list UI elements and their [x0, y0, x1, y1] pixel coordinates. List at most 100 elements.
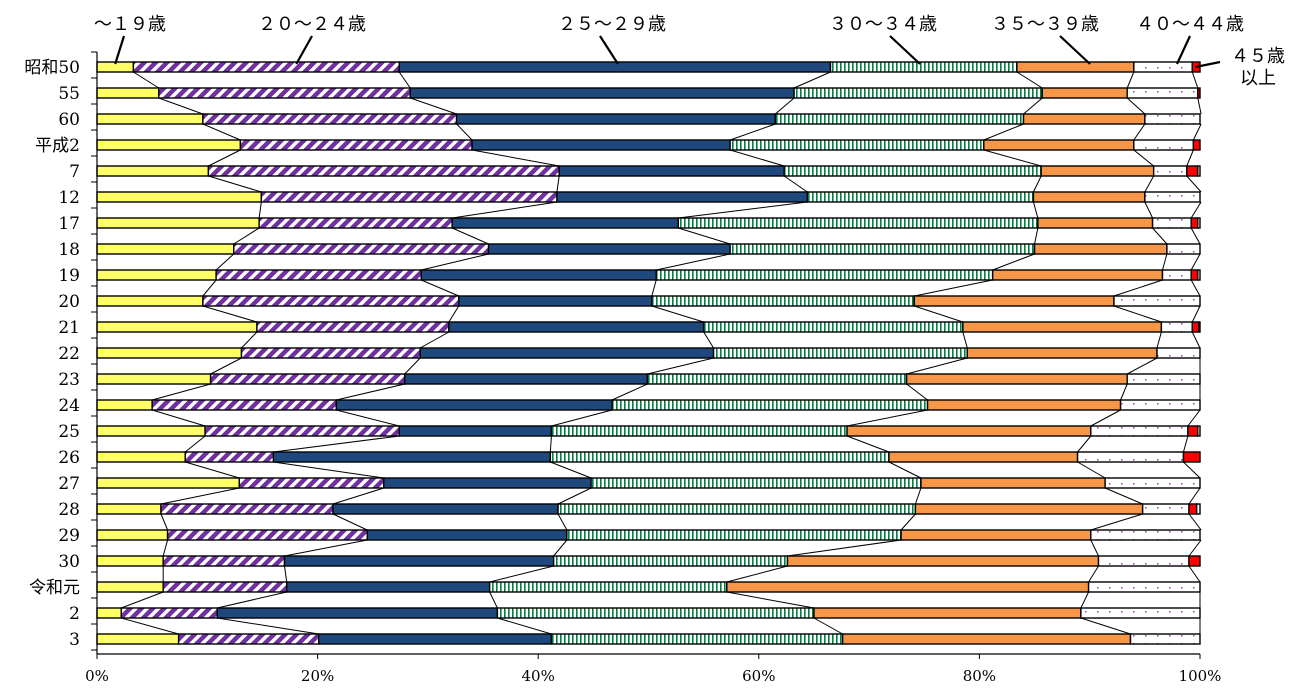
bar-segment — [120, 607, 218, 619]
connector-line — [1197, 97, 1202, 115]
bar-segment — [1190, 217, 1199, 229]
bar-segment — [786, 555, 1100, 567]
bar-segment — [611, 399, 929, 411]
legend-label: ４０～４４歳 — [1136, 14, 1244, 35]
bar-segment — [1016, 61, 1135, 73]
bar-segment — [1037, 217, 1154, 229]
bar-segment — [966, 347, 1158, 359]
bar-row-17 — [96, 503, 1201, 515]
bar-segment — [1198, 321, 1201, 333]
connector-line — [678, 201, 808, 219]
legend-label: ３０～３４歳 — [829, 14, 937, 35]
bar-segment — [1188, 503, 1198, 515]
bar-segment — [366, 529, 568, 541]
bar-segment — [1144, 191, 1201, 203]
bar-segment — [96, 321, 258, 333]
bar-segment — [471, 139, 731, 151]
connector-line — [1090, 513, 1143, 531]
connector-line — [914, 305, 964, 323]
connector-line — [787, 539, 902, 557]
bar-segment — [96, 217, 260, 229]
connector-line — [1126, 357, 1158, 375]
bar-row-22 — [96, 633, 1201, 645]
legend-leader-line — [114, 35, 126, 65]
connector-line — [1144, 201, 1154, 219]
connector-line — [656, 253, 731, 271]
connector-line — [1188, 539, 1202, 557]
bar-segment — [260, 191, 558, 203]
connector-line — [421, 253, 489, 271]
bar-segment — [420, 269, 657, 281]
bar-segment — [96, 269, 217, 281]
bar-row-20 — [96, 581, 1201, 593]
connector-line — [1133, 123, 1146, 141]
category-label: 25 — [58, 422, 80, 442]
connector-line — [398, 71, 411, 89]
bar-segment — [983, 139, 1135, 151]
bar-row-3 — [96, 139, 1201, 151]
bars-layer — [96, 61, 1201, 645]
bar-segment — [900, 529, 1092, 541]
bar-segment — [712, 347, 968, 359]
connector-line — [208, 175, 262, 193]
bar-segment — [458, 295, 653, 307]
connector-line — [1152, 227, 1168, 245]
connector-line — [210, 357, 242, 375]
bar-segment — [1129, 633, 1201, 645]
bar-segment — [1187, 425, 1199, 437]
connector-line — [273, 435, 400, 453]
bar-row-15 — [96, 451, 1201, 463]
connector-line — [419, 331, 450, 349]
bar-segment — [550, 425, 848, 437]
bar-segment — [552, 555, 789, 567]
connector-line — [726, 565, 788, 583]
bar-segment — [556, 191, 809, 203]
bar-segment — [1022, 113, 1146, 125]
connector-line — [1034, 227, 1039, 245]
bar-row-18 — [96, 529, 1201, 541]
bar-row-0 — [96, 61, 1201, 73]
bar-segment — [829, 61, 1018, 73]
bar-row-8 — [96, 269, 1201, 281]
bar-segment — [783, 165, 1042, 177]
bar-row-9 — [96, 295, 1201, 307]
connector-line — [241, 331, 258, 349]
bar-segment — [1041, 87, 1128, 99]
connector-line — [133, 71, 160, 89]
bar-segment — [813, 607, 1082, 619]
bar-segment — [1133, 61, 1193, 73]
connector-line — [284, 539, 368, 557]
x-tick-label: 60% — [742, 667, 775, 685]
connector-line — [202, 279, 217, 297]
bar-segment — [888, 451, 1079, 463]
category-label: 30 — [58, 552, 80, 572]
connector-line — [1113, 305, 1162, 323]
bar-segment — [207, 165, 560, 177]
legend-label: ３５～３９歳 — [991, 14, 1099, 35]
category-label: 55 — [58, 84, 80, 104]
connector-line — [332, 487, 384, 505]
bar-segment — [202, 113, 458, 125]
connector-line — [233, 227, 260, 245]
bar-segment — [286, 581, 491, 593]
bar-segment — [1166, 243, 1201, 255]
bar-segment — [914, 503, 1144, 515]
bar-row-2 — [96, 113, 1201, 125]
category-label: 23 — [58, 370, 80, 390]
bar-row-14 — [96, 425, 1201, 437]
bar-segment — [566, 529, 902, 541]
bar-segment — [166, 529, 368, 541]
connector-line — [549, 435, 552, 453]
connector-line — [448, 305, 460, 323]
bar-segment — [1133, 139, 1195, 151]
bar-segment — [1151, 217, 1192, 229]
bar-segment — [404, 373, 649, 385]
category-label: 60 — [58, 110, 80, 130]
category-label: 令和元 — [29, 578, 80, 598]
bar-segment — [1161, 269, 1192, 281]
category-label: 21 — [58, 318, 80, 338]
connector-line — [152, 383, 211, 401]
bar-segment — [1197, 269, 1201, 281]
bar-segment — [96, 347, 243, 359]
connector-line — [611, 383, 648, 401]
